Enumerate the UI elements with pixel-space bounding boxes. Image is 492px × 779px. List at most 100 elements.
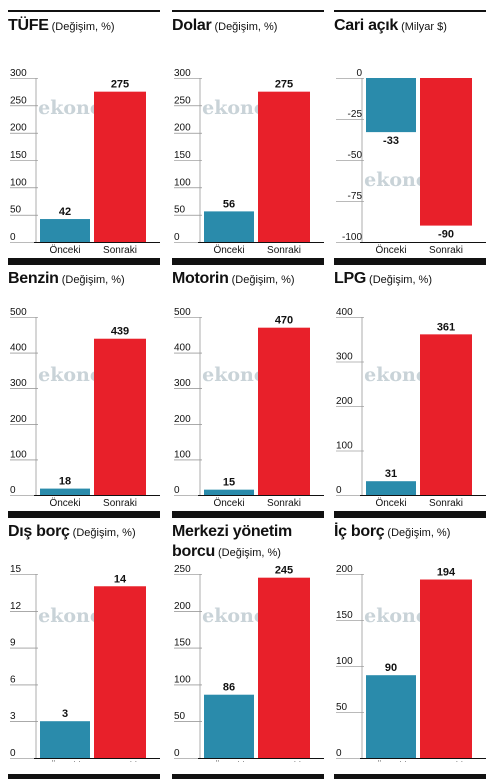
bar-value-label: 275	[275, 79, 293, 91]
y-tick-label: 12	[10, 601, 22, 612]
y-tick-label: 250	[10, 95, 27, 106]
panel-top-rule	[334, 10, 486, 12]
chart-subtitle: (Değişim, %)	[214, 547, 281, 559]
bar-value-label: 56	[223, 198, 235, 210]
y-tick-label: 0	[10, 232, 16, 243]
y-tick-label: 100	[336, 656, 353, 667]
y-tick-label: 50	[174, 205, 186, 216]
chart-title: Dış borç (Değişim, %)	[8, 522, 160, 543]
category-label: Sonraki	[429, 761, 463, 762]
bar-chart: ekonomi010020030040050015Önceki470Sonrak…	[174, 307, 324, 509]
panel-top-rule	[172, 516, 324, 518]
y-tick-label: 6	[10, 674, 16, 685]
bar-value-label: 86	[223, 682, 235, 694]
bar-after	[420, 78, 472, 226]
y-tick-label: 200	[174, 123, 191, 134]
panel-top-rule	[8, 10, 160, 12]
category-label: Önceki	[213, 497, 244, 509]
chart-subtitle: (Değişim, %)	[48, 21, 115, 33]
y-tick-label: 250	[174, 95, 191, 106]
panel-top-rule	[8, 516, 160, 518]
chart-title: Dolar (Değişim, %)	[172, 16, 324, 37]
bar-value-label: 194	[437, 567, 456, 579]
y-tick-label: 150	[174, 638, 191, 649]
y-tick-label: 100	[174, 674, 191, 685]
category-label: Önceki	[375, 497, 406, 509]
bar-after	[94, 586, 146, 758]
category-label: Önceki	[49, 497, 80, 509]
bar-value-label: 470	[275, 315, 293, 327]
panel-bottom-rule	[8, 511, 160, 516]
chart-title-text: İç borç	[334, 523, 385, 540]
panel-top-rule	[172, 10, 324, 12]
y-tick-label: 150	[336, 610, 353, 621]
chart-panel: Dış borç (Değişim, %)ekonomi036912153Önc…	[8, 516, 160, 779]
y-tick-label: 200	[336, 396, 353, 407]
y-tick-label: 9	[10, 638, 16, 649]
category-label: Sonraki	[429, 498, 463, 509]
panel-top-rule	[172, 263, 324, 265]
category-label: Sonraki	[103, 498, 137, 509]
y-tick-label: 250	[174, 564, 191, 575]
chart-subtitle: (Değişim, %)	[366, 274, 433, 286]
chart-title: Merkezi yönetim borcu (Değişim, %)	[172, 522, 324, 563]
y-tick-label: 150	[10, 150, 27, 161]
y-tick-label: 500	[174, 307, 191, 318]
panel-bottom-rule	[334, 774, 486, 779]
category-label: Önceki	[213, 760, 244, 762]
chart-title: Motorin (Değişim, %)	[172, 269, 324, 290]
bar-after	[258, 577, 310, 758]
y-tick-label: 400	[174, 343, 191, 354]
bar-after	[420, 579, 472, 758]
chart-title-text: Dış borç	[8, 523, 70, 540]
y-tick-label: 3	[10, 711, 16, 722]
y-tick-label: 300	[336, 352, 353, 363]
y-tick-label: 15	[10, 564, 22, 575]
bar-before	[40, 219, 90, 242]
bar-value-label: -90	[438, 229, 454, 241]
category-label: Önceki	[49, 760, 80, 762]
y-tick-label: 300	[10, 68, 27, 79]
bar-value-label: 275	[111, 79, 129, 91]
y-tick-label: 50	[10, 205, 22, 216]
bar-before	[40, 721, 90, 758]
bar-value-label: 42	[59, 206, 71, 218]
y-tick-label: 100	[10, 177, 27, 188]
bar-chart: ekonomi05010015020025030042Önceki275Sonr…	[10, 68, 160, 256]
category-label: Önceki	[213, 244, 244, 256]
y-tick-label: 400	[10, 343, 27, 354]
chart-subtitle: (Değişim, %)	[58, 274, 125, 286]
y-tick-label: 0	[174, 485, 180, 496]
bar-value-label: 18	[59, 476, 71, 488]
bar-after	[420, 334, 472, 495]
chart-panel: İç borç (Değişim, %) ekonomi 0 50 100 150 200 9…	[334, 516, 486, 779]
chart-title: İç borç (Değişim, %)	[334, 522, 486, 543]
category-label: Önceki	[375, 244, 406, 256]
category-label: Önceki	[49, 244, 80, 256]
chart-subtitle: (Değişim, %)	[384, 527, 451, 539]
y-tick-label: 0	[10, 485, 16, 496]
category-label: Sonraki	[429, 245, 463, 256]
panel-bottom-rule	[172, 774, 324, 779]
panel-bottom-rule	[334, 258, 486, 263]
chart-panel: Merkezi yönetim borcu (Değişim, %) ekonom…	[172, 516, 324, 779]
bar-before	[366, 78, 416, 133]
chart-title-text: Dolar	[172, 17, 212, 34]
chart-title-text: TÜFE	[8, 17, 49, 34]
chart-panel: Dolar (Değişim, %) ekonomi 0 50 100 150 200 250…	[172, 10, 324, 263]
y-tick-label: 100	[336, 441, 353, 452]
panel-bottom-rule	[172, 258, 324, 263]
y-tick-label: 50	[336, 702, 348, 713]
y-tick-label: 100	[174, 177, 191, 188]
category-label: Sonraki	[267, 245, 301, 256]
chart-panel: Motorin (Değişim, %) ekonomi 0 100 200 300 400…	[172, 263, 324, 516]
bar-value-label: 3	[62, 708, 68, 720]
chart-panel: TÜFE (Değişim, %) ekonomi 0 50 100 150 200 250 3…	[8, 10, 160, 263]
chart-title-text: Benzin	[8, 270, 59, 287]
bar-chart: ekonomi05010015020025030056Önceki275Sonr…	[174, 68, 324, 256]
chart-subtitle: (Değişim, %)	[228, 274, 295, 286]
y-tick-label: 100	[10, 449, 27, 460]
y-tick-label: 0	[174, 748, 180, 759]
bar-value-label: 245	[275, 565, 293, 577]
